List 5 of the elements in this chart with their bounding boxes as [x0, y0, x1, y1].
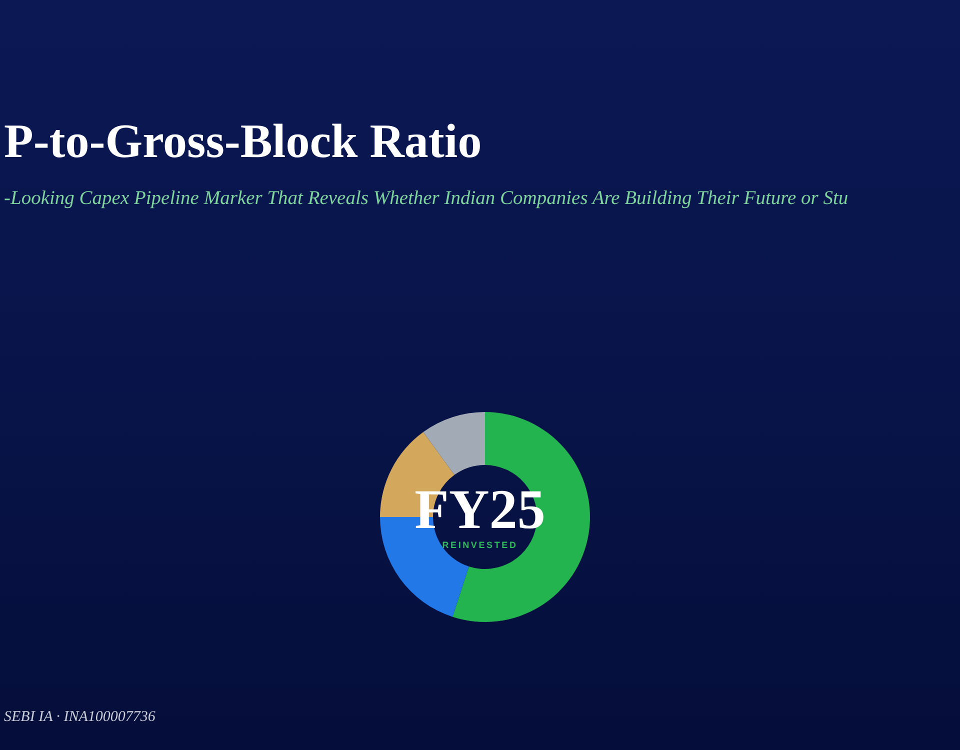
chart-title: P-to-Gross-Block Ratio [4, 114, 482, 170]
text: REINVESTED [441, 539, 519, 551]
text: SEBI IA · INA100007736 [4, 708, 156, 727]
donut-slice [423, 412, 485, 475]
chart-subtitle: -Looking Capex Pipeline Marker That Reveals Whether Indian Companies Are Building Their Future or Stu [4, 187, 848, 211]
